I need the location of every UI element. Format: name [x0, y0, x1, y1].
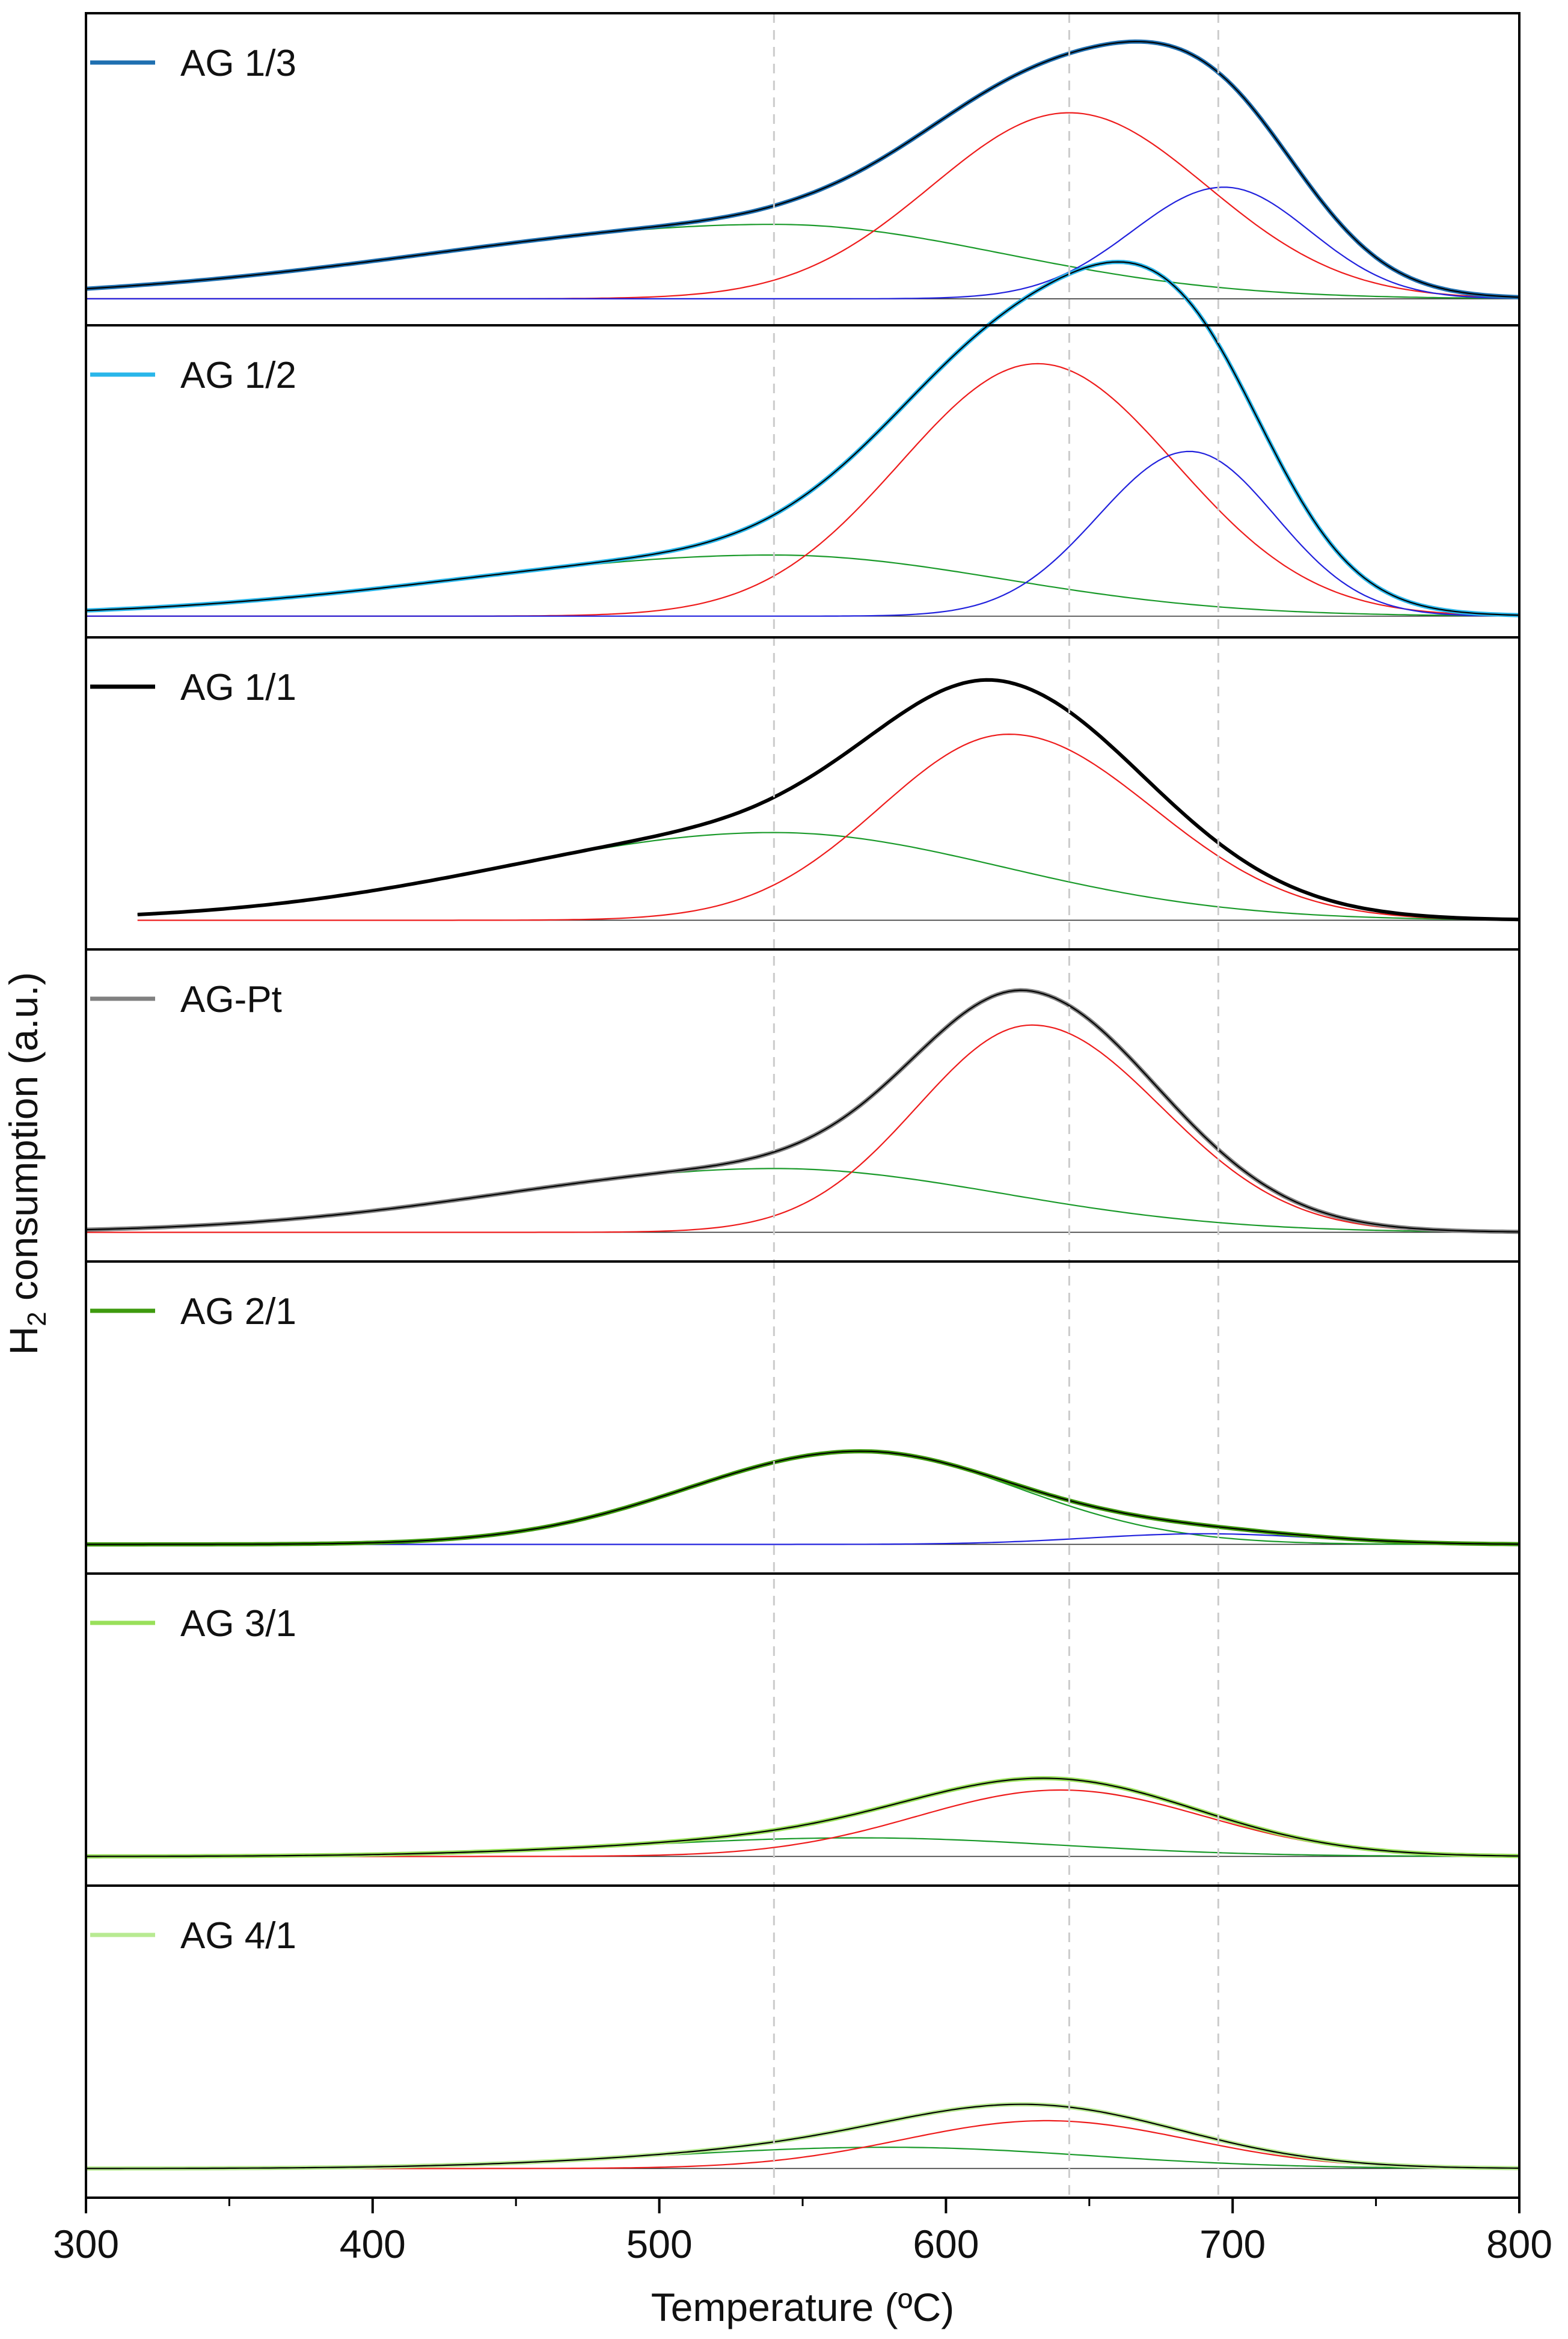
- fit-curve: [85, 40, 1520, 298]
- x-tick-label: 700: [1199, 2222, 1266, 2266]
- y-axis-title-subscript: 2: [22, 1311, 52, 1326]
- experimental-curve: [85, 988, 1520, 1234]
- component-green-curve: [85, 1168, 1519, 1233]
- x-tick-label: 400: [340, 2222, 406, 2266]
- legend-label: AG 1/2: [180, 355, 296, 396]
- component-blue-curve: [86, 450, 1520, 617]
- legend-label: AG 3/1: [180, 1603, 296, 1645]
- plot-frame: [85, 12, 1521, 2199]
- experimental-curve: [85, 260, 1520, 618]
- legend-label: AG 1/3: [180, 43, 296, 84]
- frame-border: [85, 12, 1521, 2199]
- x-tick-label: 600: [913, 2222, 979, 2266]
- panel-ag-1-3: AG 1/3: [85, 39, 1520, 299]
- fit-curve: [85, 261, 1520, 616]
- component-red-curve: [86, 363, 1520, 617]
- x-tick-label: 500: [626, 2222, 693, 2266]
- experimental-curve: [137, 678, 1520, 922]
- component-green-curve: [85, 223, 1520, 299]
- panel-ag-1-2: AG 1/2: [85, 260, 1520, 618]
- fit-curve: [137, 679, 1520, 921]
- x-axis: 300 400 500 600 700 800: [53, 2198, 1552, 2266]
- panels: AG 1/3 AG 1/2 AG 1/1 AG-Pt AG 2/1 AG 3/1 AG 4/…: [85, 39, 1520, 2171]
- experimental-curve: [85, 39, 1520, 299]
- component-red-curve: [86, 2120, 1519, 2169]
- component-green-curve: [137, 832, 1519, 921]
- fit-curve: [85, 989, 1520, 1233]
- component-blue-curve: [86, 186, 1520, 299]
- x-tick-label: 300: [53, 2222, 119, 2266]
- fit-curve: [86, 1777, 1520, 1857]
- experimental-curve: [86, 1449, 1520, 1547]
- panel-ag-pt: AG-Pt: [85, 979, 1520, 1234]
- panel-ag-4-1: AG 4/1: [86, 1915, 1520, 2171]
- x-axis-title: Temperature (ºC): [651, 2285, 955, 2329]
- legend-label: AG 1/1: [180, 667, 296, 708]
- y-axis-title-rest: consumption (a.u.): [1, 972, 46, 1311]
- y-axis-title: H2 consumption (a.u.): [1, 972, 52, 1355]
- x-tick-label: 800: [1486, 2222, 1552, 2266]
- legend-label: AG 2/1: [180, 1291, 296, 1332]
- y-axis-title-main: H: [1, 1326, 46, 1355]
- legend-label: AG-Pt: [180, 979, 282, 1020]
- component-green-curve: [85, 554, 1519, 617]
- component-red-curve: [86, 1024, 1519, 1233]
- legend-label: AG 4/1: [180, 1915, 296, 1957]
- panel-ag-3-1: AG 3/1: [86, 1603, 1520, 1859]
- component-red-curve: [137, 733, 1520, 921]
- component-green-curve: [86, 1450, 1519, 1545]
- reference-lines: [773, 13, 1219, 2198]
- panel-ag-1-1: AG 1/1: [90, 667, 1520, 922]
- experimental-curve: [86, 1776, 1520, 1859]
- fit-curve: [86, 1450, 1520, 1545]
- fit-curve: [86, 2103, 1520, 2169]
- panel-ag-2-1: AG 2/1: [86, 1291, 1520, 1547]
